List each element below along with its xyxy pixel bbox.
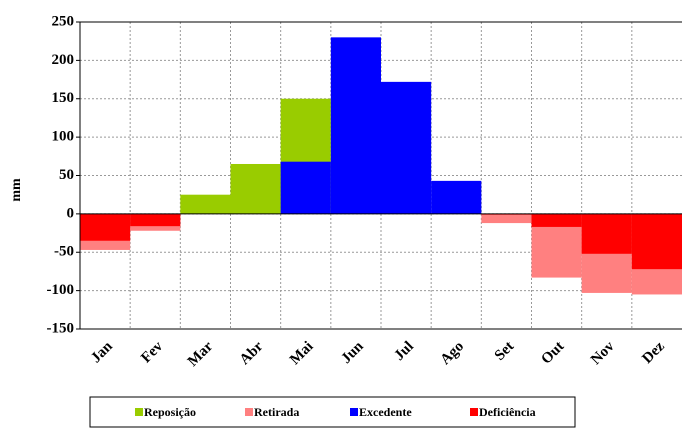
bar bbox=[481, 213, 532, 224]
x-tick-label: Jun bbox=[338, 338, 367, 367]
bar bbox=[230, 163, 281, 214]
bar bbox=[431, 180, 482, 214]
bar bbox=[581, 213, 632, 254]
bar bbox=[531, 213, 582, 227]
y-axis-label: mm bbox=[9, 178, 24, 202]
x-tick-label: Nov bbox=[588, 338, 618, 368]
x-tick-label: Fev bbox=[138, 338, 166, 366]
legend-box bbox=[89, 396, 576, 428]
y-tick-label: 0 bbox=[67, 205, 75, 221]
legend-label: Reposição bbox=[144, 405, 196, 419]
x-tick-label: Abr bbox=[237, 338, 267, 368]
bar bbox=[80, 213, 131, 241]
legend-swatch bbox=[135, 408, 143, 416]
legend-swatch bbox=[470, 408, 478, 416]
legend-label: Excedente bbox=[359, 405, 412, 419]
legend-swatch bbox=[350, 408, 358, 416]
x-tick-label: Jul bbox=[391, 339, 416, 364]
x-tick-label: Set bbox=[492, 339, 517, 364]
x-tick-label: Out bbox=[538, 339, 567, 368]
bar bbox=[631, 213, 682, 270]
y-tick-label: 250 bbox=[52, 13, 75, 29]
x-tick-label: Ago bbox=[437, 339, 467, 369]
y-tick-label: 100 bbox=[52, 129, 75, 145]
bar bbox=[280, 161, 331, 214]
x-tick-label: Mar bbox=[185, 338, 217, 370]
legend-label: Retirada bbox=[254, 405, 299, 419]
y-tick-label: 50 bbox=[59, 167, 74, 183]
legend-swatch bbox=[245, 408, 253, 416]
y-tick-label: -100 bbox=[47, 282, 75, 298]
y-tick-label: -50 bbox=[54, 244, 74, 260]
bar bbox=[130, 213, 181, 227]
y-tick-label: 150 bbox=[52, 90, 75, 106]
bar bbox=[330, 37, 381, 214]
x-tick-label: Dez bbox=[639, 338, 668, 367]
bar bbox=[381, 81, 432, 214]
bar bbox=[180, 194, 231, 214]
y-tick-label: 200 bbox=[52, 52, 75, 68]
legend-label: Deficiência bbox=[479, 405, 536, 419]
x-tick-label: Jan bbox=[88, 338, 116, 366]
x-tick-label: Mai bbox=[287, 339, 317, 369]
y-tick-label: -150 bbox=[47, 320, 75, 336]
